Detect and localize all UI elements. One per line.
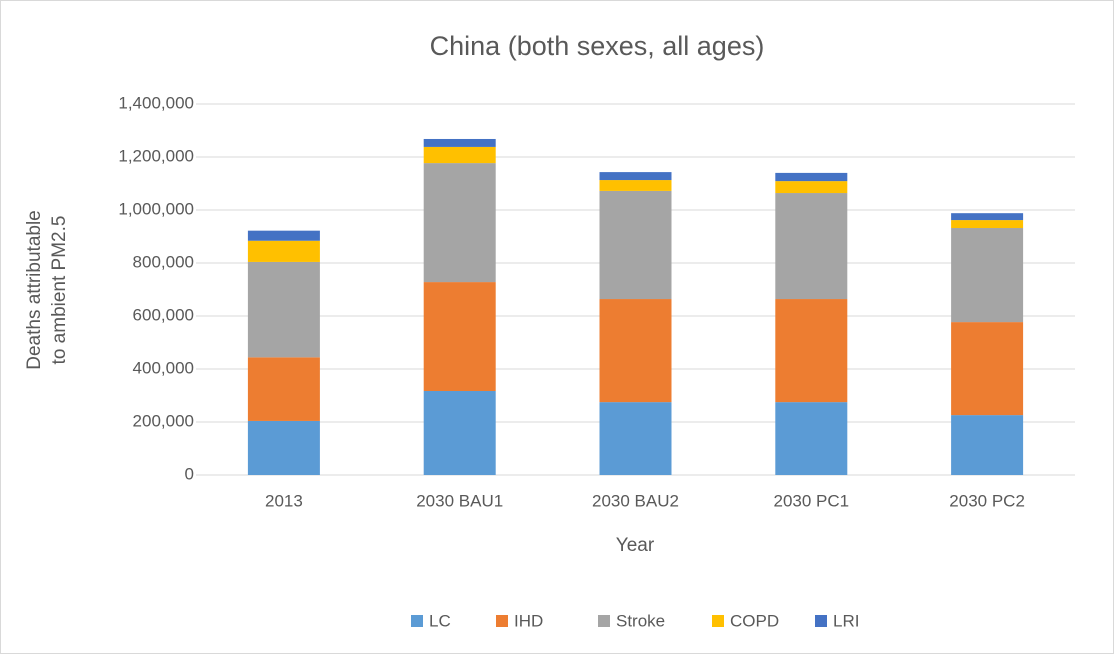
x-tick-label: 2030 BAU2 bbox=[592, 491, 679, 510]
bar-segment bbox=[951, 415, 1024, 475]
y-axis-label: Deaths attributable bbox=[24, 210, 45, 370]
legend-swatch bbox=[712, 615, 724, 627]
x-tick-label: 2030 PC1 bbox=[773, 491, 849, 510]
x-tick-label: 2013 bbox=[265, 491, 303, 510]
x-tick-label: 2030 PC2 bbox=[949, 491, 1025, 510]
y-tick-label: 1,000,000 bbox=[118, 199, 194, 218]
legend-label: LRI bbox=[833, 611, 859, 630]
bar-segment bbox=[247, 230, 320, 241]
legend-label: LC bbox=[429, 611, 451, 630]
bar-segment bbox=[951, 228, 1024, 323]
bar-segment bbox=[423, 282, 496, 391]
bar-segment bbox=[247, 357, 320, 421]
chart-title: China (both sexes, all ages) bbox=[430, 31, 765, 61]
bar-segment bbox=[951, 213, 1024, 221]
legend-swatch bbox=[815, 615, 827, 627]
legend-label: IHD bbox=[514, 611, 543, 630]
bar-segment bbox=[599, 190, 672, 300]
bar-segment bbox=[775, 181, 848, 194]
legend-label: COPD bbox=[730, 611, 779, 630]
y-tick-label: 200,000 bbox=[133, 411, 194, 430]
bar-segment bbox=[599, 172, 672, 181]
y-tick-label: 400,000 bbox=[133, 358, 194, 377]
bar-segment bbox=[951, 322, 1024, 416]
legend-swatch bbox=[411, 615, 423, 627]
x-tick-label: 2030 BAU1 bbox=[416, 491, 503, 510]
y-tick-label: 1,400,000 bbox=[118, 93, 194, 112]
x-axis-label: Year bbox=[616, 535, 655, 556]
legend-swatch bbox=[598, 615, 610, 627]
bar-segment bbox=[951, 220, 1024, 229]
bar-segment bbox=[599, 402, 672, 475]
y-axis-label: to ambient PM2.5 bbox=[49, 216, 70, 365]
legend-swatch bbox=[496, 615, 508, 627]
legend-label: Stroke bbox=[616, 611, 665, 630]
y-tick-label: 1,200,000 bbox=[118, 146, 194, 165]
bar-segment bbox=[775, 193, 848, 300]
bar-segment bbox=[599, 180, 672, 191]
y-tick-label: 600,000 bbox=[133, 305, 194, 324]
bar-segment bbox=[599, 299, 672, 403]
bar-segment bbox=[247, 261, 320, 358]
bar-segment bbox=[775, 172, 848, 182]
bar-segment bbox=[775, 299, 848, 403]
y-tick-label: 0 bbox=[185, 464, 194, 483]
bar-segment bbox=[423, 163, 496, 283]
bar-segment bbox=[247, 420, 320, 475]
bar-segment bbox=[423, 390, 496, 475]
y-tick-label: 800,000 bbox=[133, 252, 194, 271]
bar-segment bbox=[423, 138, 496, 147]
bar-segment bbox=[775, 402, 848, 475]
bar-segment bbox=[247, 240, 320, 262]
bar-segment bbox=[423, 146, 496, 164]
